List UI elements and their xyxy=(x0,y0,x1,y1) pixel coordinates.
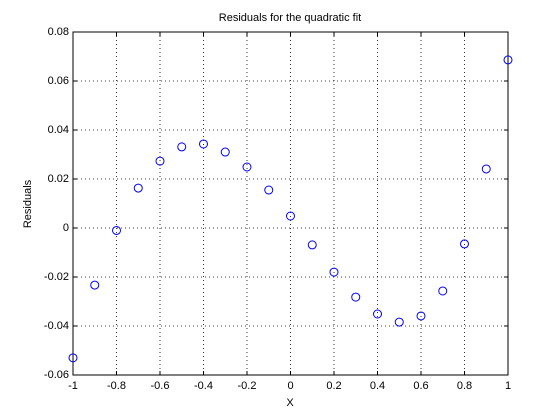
y-tick-label: -0.06 xyxy=(44,369,69,381)
data-point xyxy=(416,311,426,321)
x-tick-label: 1 xyxy=(505,380,511,392)
y-tick-label: 0 xyxy=(63,222,69,234)
data-point xyxy=(438,286,448,296)
data-point xyxy=(133,183,143,193)
x-tick-label: 0 xyxy=(287,380,293,392)
data-point xyxy=(307,240,317,250)
data-point xyxy=(112,225,121,235)
data-point xyxy=(68,353,78,363)
data-point xyxy=(199,139,208,149)
data-point xyxy=(503,55,513,65)
x-tick-label: -1 xyxy=(68,380,78,392)
y-tick-label: 0.08 xyxy=(48,26,69,38)
data-point xyxy=(373,309,382,319)
data-point xyxy=(220,147,230,157)
data-point xyxy=(155,156,165,166)
x-tick-label: -0.8 xyxy=(107,380,126,392)
data-point xyxy=(242,162,252,172)
data-point xyxy=(351,292,361,302)
chart-title: Residuals for the quadratic fit xyxy=(219,12,361,24)
y-tick-label: -0.04 xyxy=(44,320,69,332)
data-point xyxy=(394,317,404,327)
y-tick-label: 0.04 xyxy=(48,124,69,136)
x-tick-label: 0.2 xyxy=(326,380,341,392)
x-tick-label: 0.4 xyxy=(370,380,385,392)
x-axis-label: X xyxy=(286,397,294,409)
data-point xyxy=(460,239,469,249)
axes-box xyxy=(72,31,509,376)
data-point xyxy=(329,267,339,277)
y-tick-label: -0.02 xyxy=(44,271,69,283)
data-point xyxy=(264,185,274,195)
data-point xyxy=(177,142,187,152)
x-tick-label: 0.8 xyxy=(457,380,472,392)
x-tick-label: -0.6 xyxy=(151,380,170,392)
y-axis-label: Residuals xyxy=(22,179,34,228)
x-tick-label: -0.4 xyxy=(194,380,213,392)
x-tick-label: -0.2 xyxy=(238,380,257,392)
data-point xyxy=(90,280,100,290)
data-point xyxy=(481,164,491,174)
y-tick-label: 0.06 xyxy=(48,75,69,87)
x-tick-label: 0.6 xyxy=(413,380,428,392)
y-tick-label: 0.02 xyxy=(48,173,69,185)
data-point xyxy=(286,211,295,221)
